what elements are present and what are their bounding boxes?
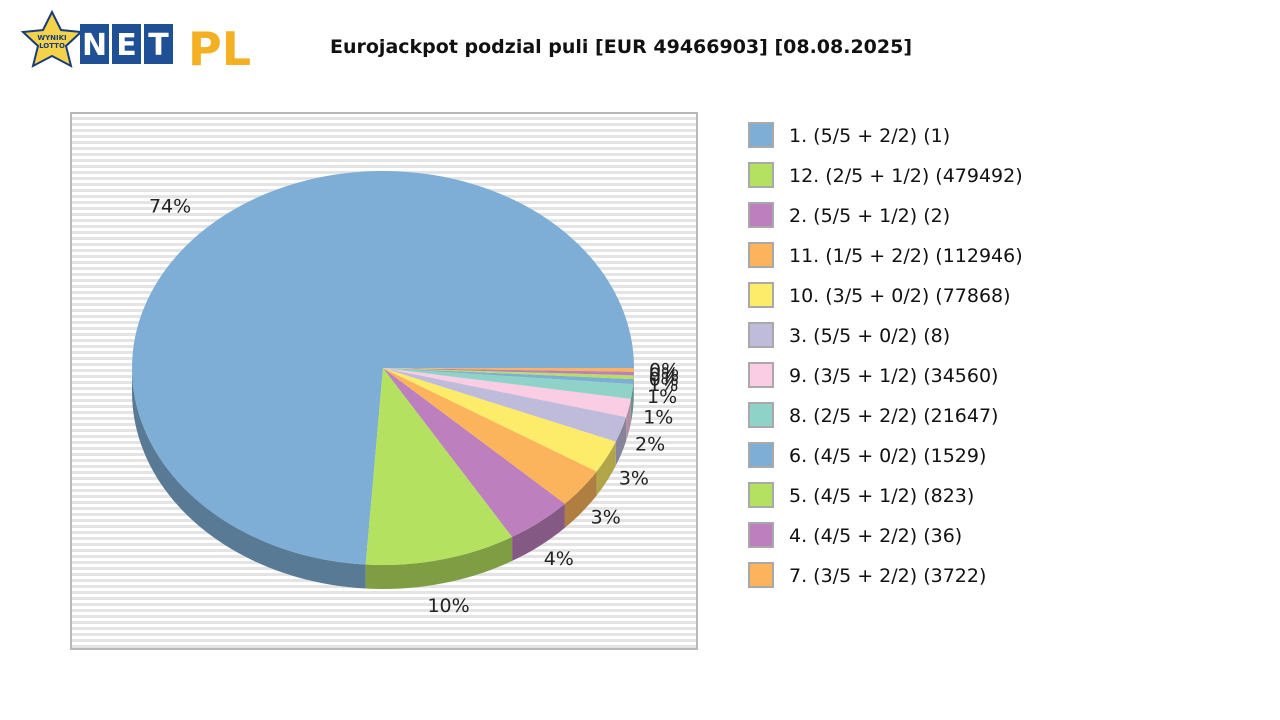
pie-slice-8 (383, 368, 634, 385)
pie-percent-label-1: 10% (427, 595, 469, 617)
pie-slice-4 (383, 368, 616, 472)
logo-brand-pl: PL (188, 22, 251, 72)
legend-label: 4. (4/5 + 2/2) (36) (789, 525, 963, 547)
pie-side-2 (512, 503, 565, 561)
pie-slice-10 (383, 368, 634, 376)
pie-side-6 (626, 398, 631, 441)
logo-letter-t: T (148, 28, 169, 63)
pie-percent-label-9: 0% (649, 369, 679, 391)
pie-slice-2 (383, 368, 565, 537)
legend-swatch (748, 442, 774, 468)
plot-area: 74% 10% 4% 3% 3% 2% 1% 1% 1% 0% 0% 0% (70, 112, 698, 650)
pie-percent-label-6: 1% (643, 407, 673, 429)
legend-label: 1. (5/5 + 2/2) (1) (789, 125, 951, 147)
legend-label: 9. (3/5 + 1/2) (34560) (789, 365, 999, 387)
pie-side-5 (615, 416, 627, 466)
legend-label: 8. (2/5 + 2/2) (21647) (789, 405, 999, 427)
pie-percent-label-10: 0% (649, 364, 679, 386)
legend-swatch (748, 282, 774, 308)
pie-percent-label-2: 4% (544, 548, 574, 570)
legend-label: 12. (2/5 + 1/2) (479492) (789, 165, 1023, 187)
pie-slice-5 (383, 368, 627, 442)
pie-percent-label-11: 0% (649, 359, 679, 381)
legend-swatch (748, 402, 774, 428)
pie-percent-label-3: 3% (591, 506, 621, 528)
pie-chart: 74%10%4%3%3%2%1%1%1%0%0%0% (132, 171, 679, 617)
pie-percent-label-5: 2% (635, 433, 665, 455)
netpl-logo: WYNIKI LOTTO N E T PL (20, 10, 251, 72)
legend-label: 5. (4/5 + 1/2) (823) (789, 485, 975, 507)
legend-swatch (748, 242, 774, 268)
pie-side-3 (564, 471, 597, 528)
legend-label: 11. (1/5 + 2/2) (112946) (789, 245, 1023, 267)
pie-side-1 (365, 536, 513, 589)
legend-label: 6. (4/5 + 0/2) (1529) (789, 445, 987, 467)
pie-percent-label-8: 1% (648, 374, 678, 396)
badge-text: WYNIKI (37, 34, 66, 42)
legend-swatch (748, 162, 774, 188)
legend-label: 3. (5/5 + 0/2) (8) (789, 325, 951, 347)
pie-side-0 (132, 368, 366, 589)
logo-letter-e: E (116, 28, 137, 63)
pie-percent-label-7: 1% (647, 386, 677, 408)
svg-text:LOTTO: LOTTO (39, 42, 65, 50)
pie-slice-9 (383, 368, 634, 380)
legend-swatch (748, 202, 774, 228)
pie-side-7 (630, 384, 634, 423)
legend-label: 7. (3/5 + 2/2) (3722) (789, 565, 987, 587)
star-badge-icon (20, 10, 84, 68)
legend-swatch (748, 122, 774, 148)
legend-label: 10. (3/5 + 0/2) (77868) (789, 285, 1011, 307)
legend-swatch (748, 322, 774, 348)
pie-slice-6 (383, 368, 631, 417)
pie-slice-7 (383, 368, 634, 399)
legend-swatch (748, 562, 774, 588)
pie-percent-label-0: 74% (149, 196, 191, 218)
chart-title: Eurojackpot podzial puli [EUR 49466903] … (330, 36, 913, 58)
pie-slice-0 (132, 171, 634, 565)
logo-letter-n: N (82, 28, 107, 63)
pie-side-4 (596, 441, 616, 496)
pie-slice-1 (365, 368, 513, 565)
pie-percent-label-4: 3% (619, 467, 649, 489)
legend-swatch (748, 522, 774, 548)
legend-swatch (748, 482, 774, 508)
pie-slice-3 (383, 368, 597, 504)
legend-swatch (748, 362, 774, 388)
pie-slice-11 (383, 368, 634, 372)
legend-label: 2. (5/5 + 1/2) (2) (789, 205, 951, 227)
